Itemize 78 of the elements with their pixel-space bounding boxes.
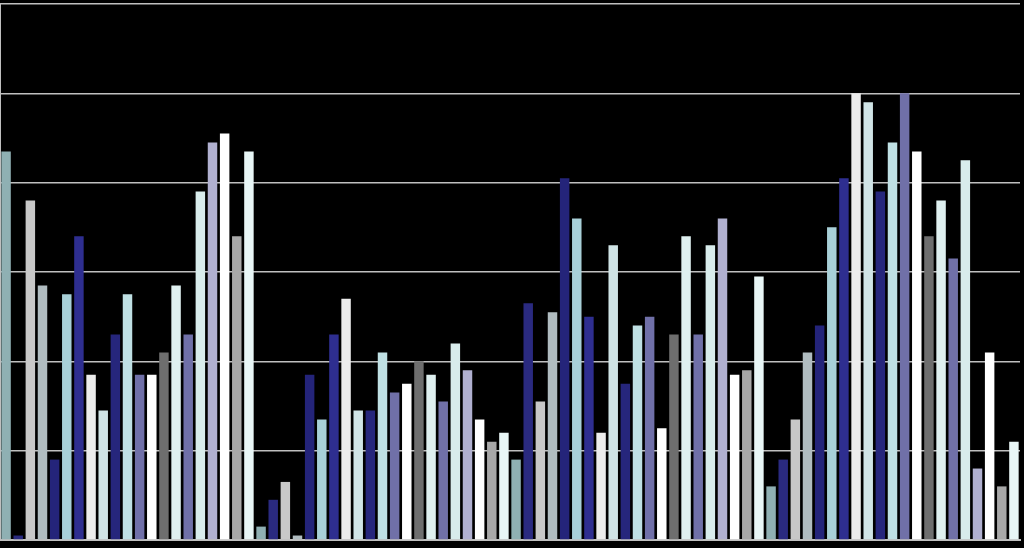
- bar: [705, 245, 716, 540]
- bar: [644, 316, 655, 540]
- bar: [426, 374, 436, 540]
- bar: [863, 102, 873, 540]
- bar: [438, 401, 448, 540]
- bar: [511, 459, 521, 540]
- bar: [304, 374, 315, 540]
- bar: [681, 236, 691, 540]
- bar: [389, 392, 400, 540]
- bar: [584, 316, 594, 540]
- bar: [414, 361, 424, 540]
- bar: [183, 334, 193, 540]
- bar: [134, 374, 145, 540]
- bar: [960, 160, 971, 540]
- bar: [37, 285, 48, 540]
- bar: [778, 459, 788, 540]
- bar: [632, 325, 643, 540]
- bar: [936, 200, 946, 540]
- bar: [899, 93, 910, 540]
- bar: [98, 410, 108, 540]
- bar: [948, 258, 958, 540]
- bar: [122, 294, 133, 540]
- bar: [219, 133, 230, 540]
- bar: [657, 428, 667, 540]
- bar: [742, 370, 752, 540]
- bar: [984, 352, 995, 540]
- bar: [596, 432, 606, 540]
- bar: [256, 526, 266, 540]
- bar: [729, 374, 740, 540]
- bar: [62, 294, 72, 540]
- bar: [341, 298, 351, 540]
- bar: [110, 334, 121, 540]
- bar: [814, 325, 825, 540]
- bar: [608, 245, 618, 540]
- bar: [620, 383, 631, 540]
- bar: [365, 410, 376, 540]
- bar: [207, 142, 218, 540]
- bar: [74, 236, 84, 540]
- bar: [329, 334, 339, 540]
- bar: [802, 352, 813, 540]
- bar: [572, 218, 582, 540]
- bar: [1009, 441, 1019, 540]
- bar: [49, 459, 60, 540]
- bar: [875, 191, 886, 540]
- bar: [717, 218, 728, 540]
- bar: [693, 334, 703, 540]
- bar: [159, 352, 169, 540]
- bar: [195, 191, 206, 540]
- bar: [450, 343, 461, 540]
- bar: [669, 334, 679, 540]
- bar: [754, 276, 764, 540]
- bar: [912, 151, 922, 540]
- bar: [232, 236, 242, 540]
- bar: [402, 383, 412, 540]
- bar: [244, 151, 254, 540]
- bar: [353, 410, 363, 540]
- bar: [377, 352, 388, 540]
- bar: [766, 486, 776, 540]
- bar: [487, 441, 497, 540]
- bar: [1, 151, 11, 540]
- bar: [86, 374, 96, 540]
- bar: [839, 178, 849, 540]
- bar: [887, 142, 898, 540]
- bar: [547, 312, 558, 540]
- bar: [827, 227, 837, 540]
- bar: [924, 236, 934, 540]
- bar: [268, 499, 278, 540]
- bar: [317, 419, 327, 540]
- bar: [499, 432, 509, 540]
- bar: [997, 486, 1007, 540]
- bar: [851, 93, 861, 540]
- bar: [147, 374, 157, 540]
- bar: [171, 285, 181, 540]
- bar: [523, 303, 533, 540]
- bar: [972, 468, 983, 540]
- bar: [462, 370, 473, 540]
- bar: [559, 178, 570, 540]
- bar: [474, 419, 485, 540]
